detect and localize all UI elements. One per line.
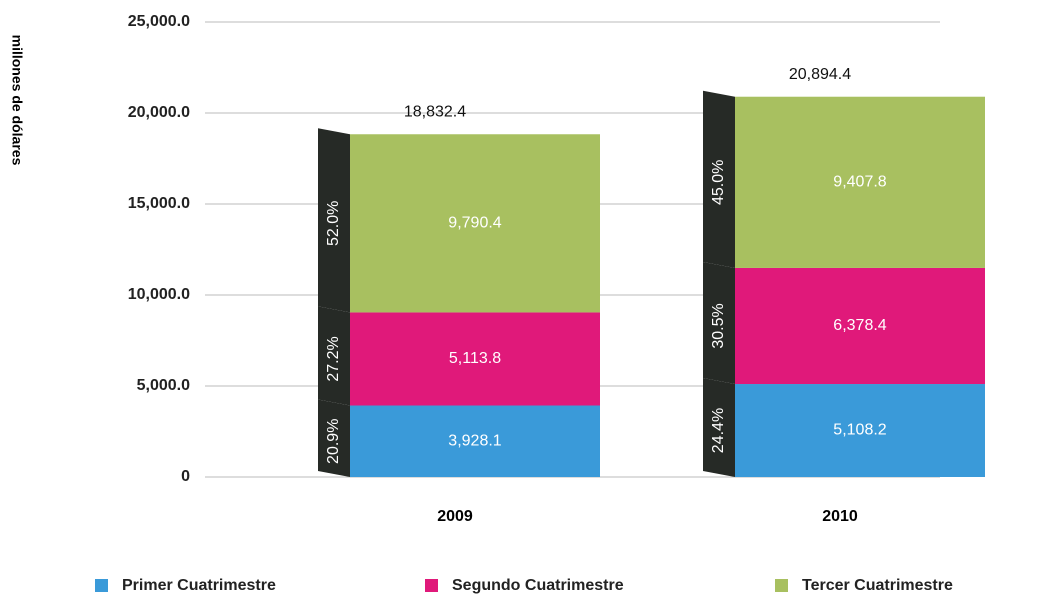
- percent-label: 30.5%: [710, 303, 727, 348]
- y-tick-label: 5,000.0: [137, 377, 190, 394]
- bar-side: [703, 261, 735, 385]
- bar-segment: [350, 405, 600, 477]
- total-label: 20,894.4: [789, 66, 851, 83]
- total-label: 18,832.4: [404, 103, 466, 120]
- y-tick-label: 25,000.0: [128, 13, 190, 30]
- y-tick-label: 15,000.0: [128, 195, 190, 212]
- percent-label: 52.0%: [325, 201, 342, 246]
- y-tick-label: 20,000.0: [128, 104, 190, 121]
- y-axis-label: millones de dólares: [9, 35, 25, 166]
- legend-label: Segundo Cuatrimestre: [452, 577, 624, 594]
- legend-label: Primer Cuatrimestre: [122, 577, 276, 594]
- bar-segment: [735, 267, 985, 385]
- legend-swatch: [775, 579, 788, 592]
- value-label: 5,113.8: [449, 350, 501, 367]
- value-label: 6,378.4: [833, 317, 886, 334]
- value-label: 5,108.2: [833, 422, 886, 439]
- percent-label: 24.4%: [710, 408, 727, 453]
- value-label: 9,407.8: [833, 174, 886, 191]
- value-label: 9,790.4: [448, 215, 501, 232]
- bar-segment: [735, 384, 985, 477]
- bar-side: [318, 306, 350, 406]
- x-tick-label: 2010: [822, 508, 858, 525]
- value-label: 3,928.1: [448, 432, 501, 449]
- percent-label: 45.0%: [710, 160, 727, 205]
- y-tick-label: 10,000.0: [128, 286, 190, 303]
- legend-swatch: [95, 579, 108, 592]
- legend-label: Tercer Cuatrimestre: [802, 577, 953, 594]
- bar-side: [703, 90, 735, 268]
- legend-swatch: [425, 579, 438, 592]
- bar-segment: [350, 134, 600, 313]
- bar-segment: [350, 312, 600, 406]
- bar-side: [703, 378, 735, 477]
- bar-side: [318, 399, 350, 477]
- y-tick-label: 0: [181, 468, 190, 485]
- x-tick-label: 2009: [437, 508, 473, 525]
- bar-side: [318, 128, 350, 313]
- percent-label: 27.2%: [325, 336, 342, 381]
- bar-segment: [735, 96, 985, 268]
- percent-label: 20.9%: [325, 419, 342, 464]
